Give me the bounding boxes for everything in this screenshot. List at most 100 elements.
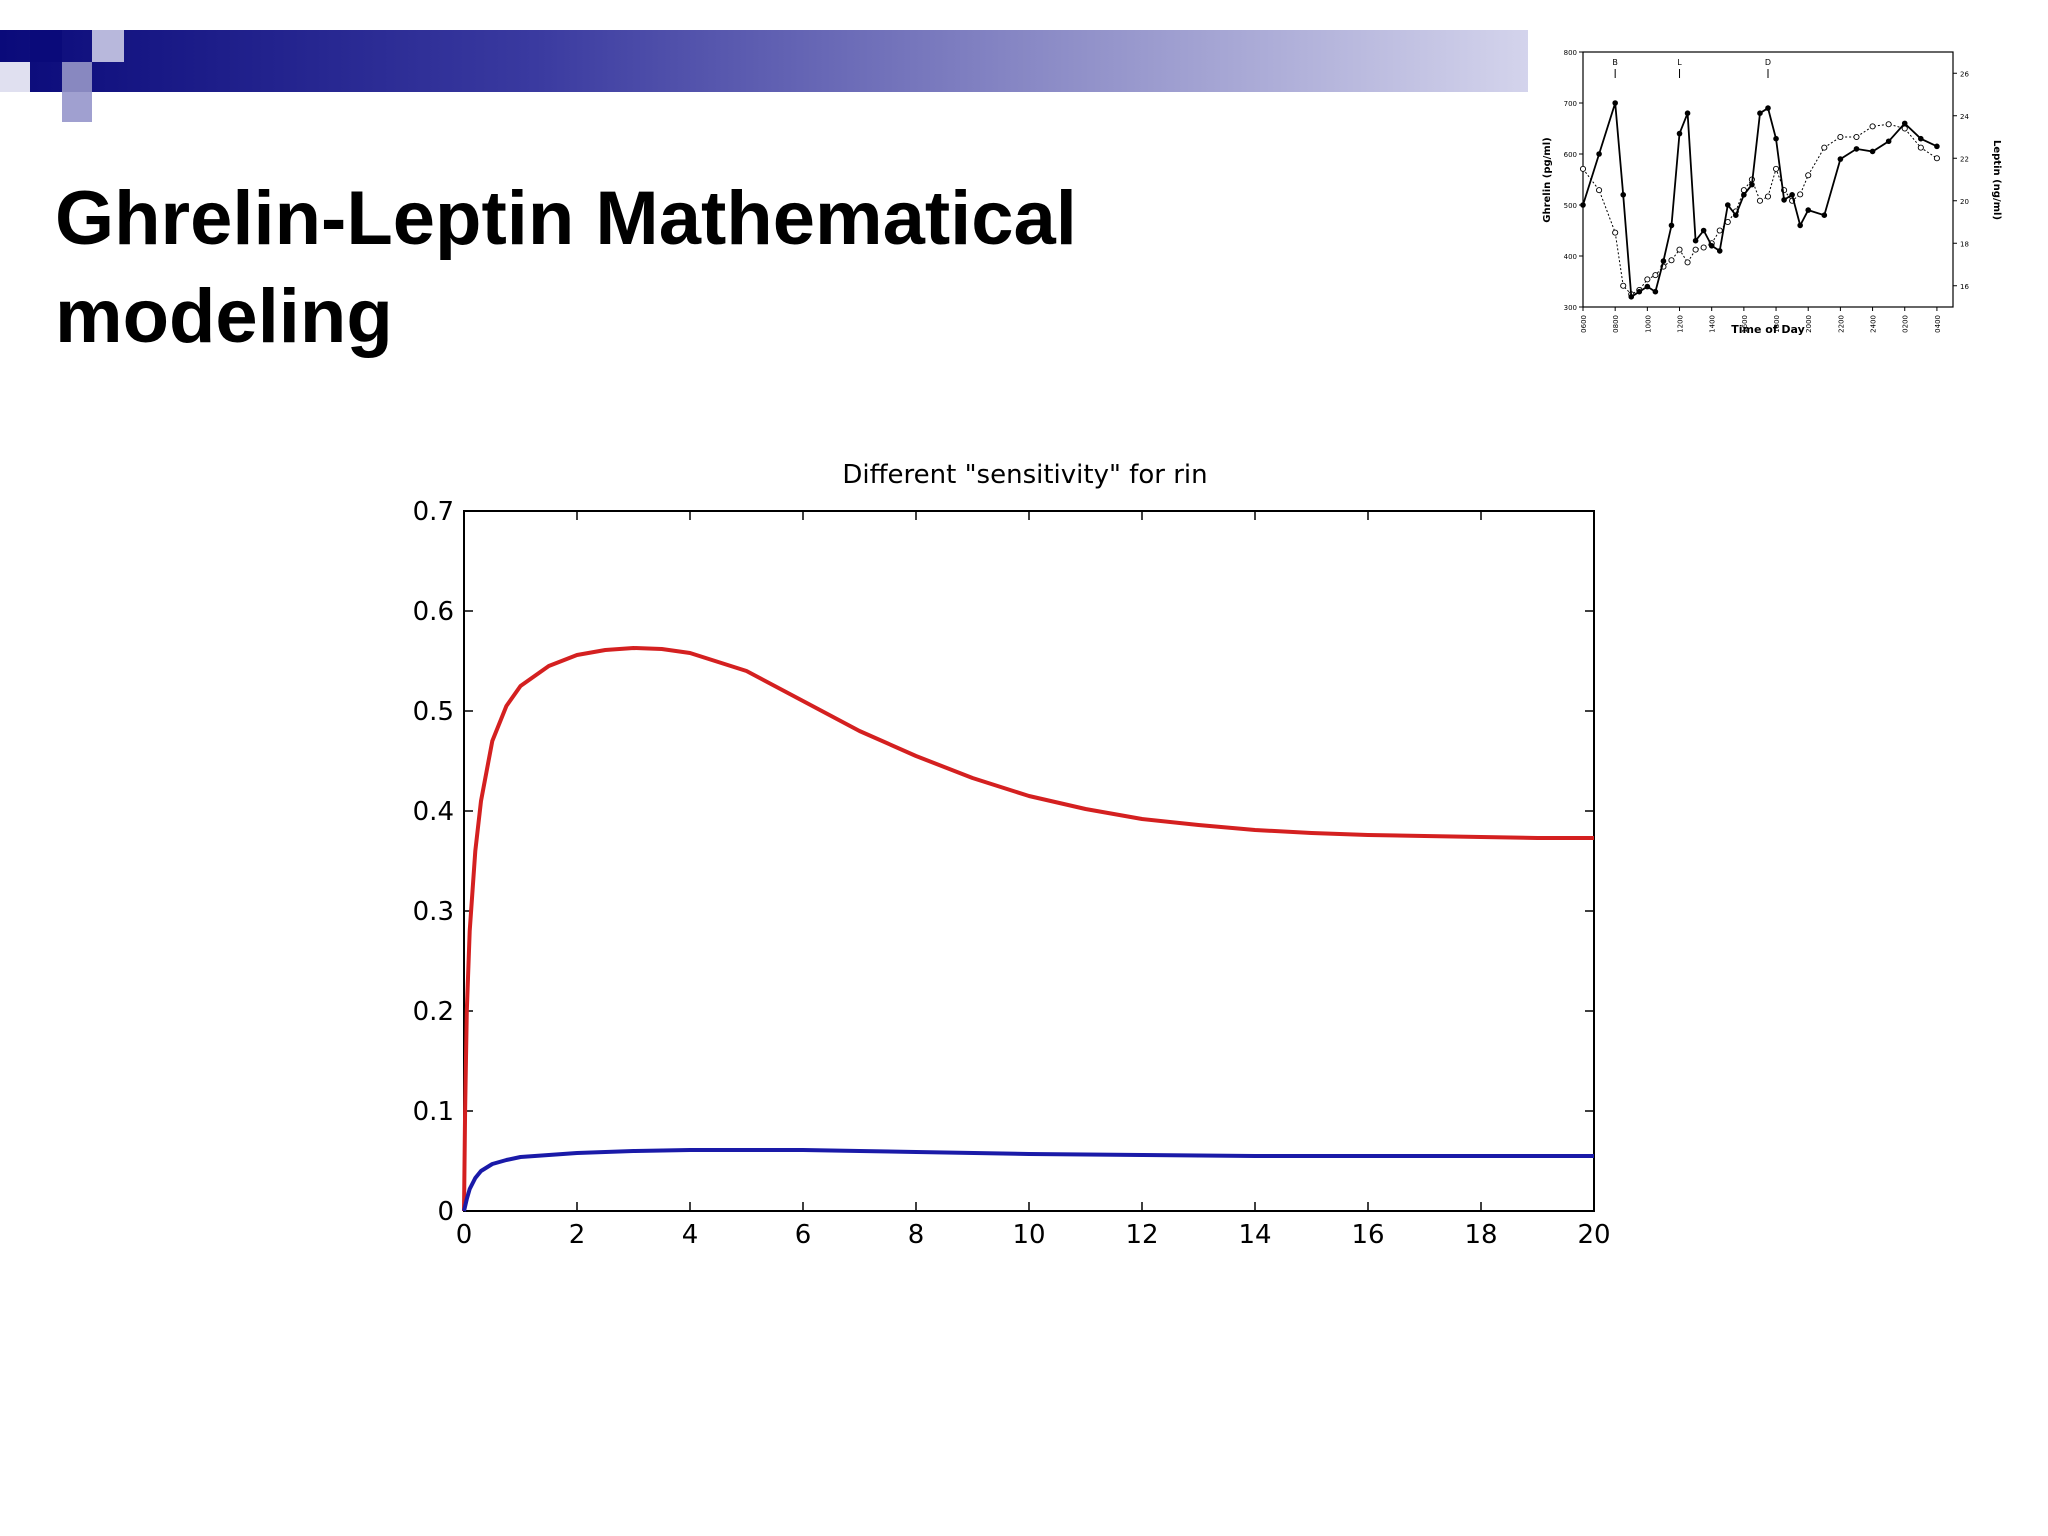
slide-title: Ghrelin-Leptin Mathematical modeling: [55, 176, 1077, 359]
inset-ghrelin-point: [1741, 192, 1747, 198]
y-tick-label: 0.1: [413, 1097, 454, 1127]
inset-ghrelin-point: [1885, 138, 1892, 145]
inset-y-tick-label: 800: [1564, 49, 1577, 57]
inset-leptin-point: [1837, 133, 1844, 141]
inset-leptin-point: [1676, 246, 1683, 253]
deco-square-dark: [30, 30, 62, 62]
inset-ghrelin-point: [1580, 202, 1586, 208]
inset-ghrelin-point: [1934, 143, 1940, 150]
inset-ghrelin-point: [1821, 212, 1828, 218]
inset-x-tick-label: 0200: [1902, 315, 1910, 333]
y-tick-label: 0.4: [413, 797, 454, 827]
inset-ghrelin-point: [1805, 207, 1812, 213]
inset-leptin-point: [1933, 155, 1940, 162]
series-line-blue: [462, 1148, 1594, 1212]
x-tick-label: 16: [1351, 1220, 1384, 1250]
x-tick-label: 10: [1012, 1220, 1045, 1250]
inset-leptin-point: [1772, 165, 1780, 172]
series-line-red: [462, 646, 1594, 1212]
inset-leptin-point: [1853, 133, 1860, 141]
inset-ghrelin-point: [1628, 294, 1635, 300]
inset-x-tick-label: 1200: [1677, 315, 1685, 333]
inset-chart: 300 400 500 600 700 800 16 18 20 22 24 26 0600 0800 10…: [1528, 30, 2008, 350]
inset-leptin-point: [1764, 193, 1772, 200]
inset-ghrelin-point: [1901, 120, 1908, 127]
inset-ghrelin-point: [1676, 130, 1683, 137]
inset-leptin-point: [1700, 244, 1707, 251]
inset-leptin-point: [1668, 257, 1675, 264]
x-tick-label: 14: [1238, 1220, 1271, 1250]
inset-ghrelin-point: [1797, 222, 1803, 229]
inset-ghrelin-point: [1918, 135, 1924, 142]
inset-y-tick-label: 300: [1564, 304, 1577, 312]
inset-y-tick-label: 400: [1564, 253, 1577, 261]
inset-ghrelin-point: [1660, 258, 1667, 264]
inset-leptin-point: [1885, 121, 1892, 128]
inset-ghrelin-point: [1652, 288, 1659, 295]
inset-x-tick-label: 2200: [1837, 315, 1845, 333]
inset-leptin-point: [1821, 144, 1828, 151]
deco-square-faint: [0, 62, 30, 92]
x-tick-label: 2: [569, 1220, 586, 1250]
inset-ghrelin-point: [1700, 227, 1707, 234]
inset-leptin-point: [1692, 246, 1699, 253]
inset-y2-tick-label: 26: [1960, 70, 1969, 78]
inset-y2-tick-label: 16: [1960, 283, 1969, 291]
inset-leptin-point: [1716, 227, 1723, 234]
inset-leptin-point: [1620, 282, 1627, 289]
inset-ghrelin-point: [1708, 243, 1715, 249]
main-plot-frame: [463, 510, 1595, 1212]
deco-square-light: [92, 30, 124, 62]
inset-background: [1528, 30, 2008, 350]
inset-series-group: [1579, 100, 1940, 300]
inset-leptin-point: [1756, 197, 1764, 204]
inset-plot-frame: [1582, 51, 1954, 308]
x-tick-label: 8: [908, 1220, 925, 1250]
inset-ghrelin-point: [1684, 110, 1691, 116]
x-tick-label: 20: [1577, 1220, 1610, 1250]
inset-ghrelin-point: [1869, 148, 1876, 155]
inset-y2-tick-label: 18: [1960, 240, 1969, 248]
main-series-group: [462, 646, 1594, 1212]
y-tick-label: 0.3: [413, 897, 454, 927]
inset-ghrelin-point: [1668, 222, 1675, 229]
deco-square-pale: [62, 92, 92, 122]
inset-ghrelin-point: [1596, 151, 1602, 157]
inset-y-tick-label: 500: [1564, 202, 1577, 210]
inset-leptin-point: [1596, 187, 1603, 194]
inset-x-tick-label: 0600: [1580, 315, 1588, 333]
inset-leptin-point: [1797, 191, 1804, 198]
inset-ghrelin-point: [1636, 288, 1643, 295]
inset-y2label: Leptin (ng/ml): [1991, 140, 2002, 220]
x-tick-label: 0: [456, 1220, 473, 1250]
inset-ghrelin-point: [1765, 105, 1771, 111]
inset-x-tick-label: 2400: [1870, 315, 1878, 333]
inset-y-tick-label: 600: [1564, 151, 1577, 159]
inset-ghrelin-point: [1716, 248, 1723, 254]
inset-leptin-point: [1684, 259, 1691, 266]
deco-square-mid: [62, 62, 92, 92]
inset-leptin-point: [1917, 144, 1924, 151]
inset-y2-tick-label: 22: [1960, 155, 1969, 163]
y-tick-label: 0.7: [413, 497, 454, 527]
inset-leptin-point: [1652, 272, 1659, 279]
inset-ghrelin-point: [1692, 237, 1699, 244]
inset-ghrelin-point: [1724, 202, 1731, 208]
y-tick-label: 0.5: [413, 697, 454, 727]
x-tick-label: 18: [1464, 1220, 1497, 1250]
main-tick-group: 0 2 4 6 8 10 12 14 16 18 20 0 0.1 0.2 0.3 0.4 0.5 0.6 0.7: [413, 497, 1611, 1250]
inset-meal-label: D: [1765, 58, 1771, 67]
inset-x-tick-label: 2000: [1805, 315, 1813, 333]
header-gradient-bar: [0, 30, 1530, 92]
inset-xlabel: Time of Day: [1731, 323, 1805, 336]
inset-x-tick-label: 1600: [1741, 315, 1749, 333]
inset-leptin-point: [1644, 276, 1651, 283]
inset-ghrelin-point: [1781, 197, 1787, 203]
inset-ghrelin-point: [1644, 283, 1651, 290]
inset-ghrelin-point: [1773, 135, 1779, 142]
inset-ghrelin-point: [1749, 181, 1755, 188]
y-tick-label: 0: [437, 1197, 454, 1227]
y-tick-label: 0.2: [413, 997, 454, 1027]
inset-leptin-point: [1579, 165, 1587, 172]
x-tick-label: 12: [1125, 1220, 1158, 1250]
